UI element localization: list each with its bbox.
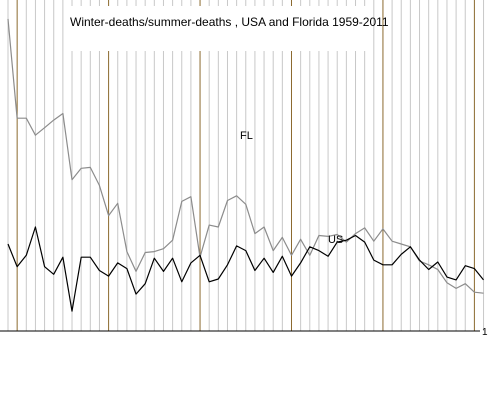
series-label-fl: FL: [240, 130, 253, 142]
series-label-us: US: [328, 234, 343, 246]
chart-series: [7, 18, 484, 312]
y-tick-label: 1: [482, 327, 488, 338]
series-line-us: [7, 226, 484, 312]
chart-grid: [7, 0, 485, 331]
title-box: [64, 6, 368, 51]
series-line-fl: [7, 18, 484, 294]
chart-title: Winter-deaths/summer-deaths , USA and Fl…: [70, 15, 389, 29]
